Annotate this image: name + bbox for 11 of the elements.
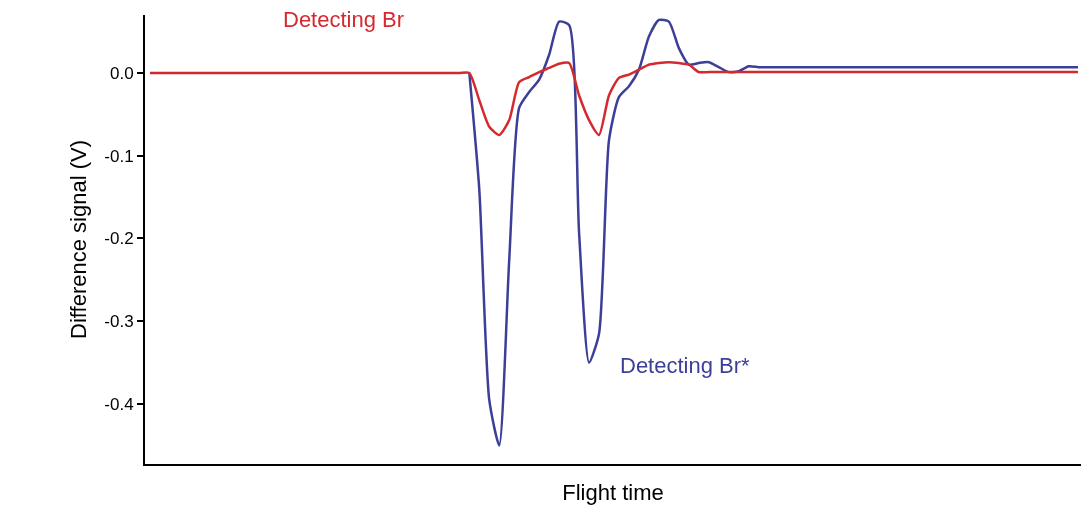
y-tick-label: -0.2	[104, 229, 134, 249]
line-series	[468, 18, 1080, 447]
y-tick-label: -0.4	[104, 394, 134, 414]
y-tick-label: 0.0	[109, 63, 134, 83]
series-label: Detecting Br	[283, 7, 405, 32]
x-axis-title: Flight time	[562, 480, 664, 506]
line-series	[148, 60, 1080, 137]
series-label: Detecting Br*	[620, 353, 751, 378]
y-tick-label: -0.3	[104, 312, 134, 332]
y-axis-title: Difference signal (V)	[65, 140, 91, 339]
y-tick-label: -0.1	[104, 146, 134, 166]
